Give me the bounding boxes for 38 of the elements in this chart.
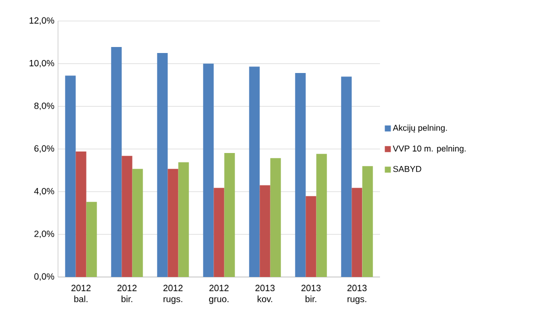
bar [249,66,260,277]
bar [65,76,76,277]
bar [316,154,327,277]
bar [132,168,143,277]
bar [362,166,373,277]
bar [86,202,97,277]
y-tick-label: 12,0% [30,17,54,25]
x-tick-label: 2013 rugs. [347,284,367,304]
bar [295,73,306,277]
bar [157,53,168,277]
bar [76,152,86,277]
bar [122,156,132,277]
y-tick-label: 0,0% [34,273,54,281]
bar [203,64,214,277]
x-tick-label: 2012 bal. [71,284,91,302]
bar [260,185,270,277]
bar [341,76,352,277]
bar [270,158,281,277]
legend-label: SABYD [393,166,422,172]
x-tick-label: 2013 kov. [255,284,275,302]
bar [178,162,189,277]
bar [306,196,316,277]
bar [111,47,122,277]
legend-label: Akcijų pelning. [392,124,447,133]
legend-label: VVP 10 m. pelning. [392,145,466,154]
y-tick-label: 2,0% [34,230,54,238]
x-tick-label: 2012 rugs. [163,284,183,304]
bar [352,188,362,277]
y-tick-label: 4,0% [34,188,54,196]
y-tick-label: 8,0% [34,102,54,110]
x-tick-label: 2013 bir. [301,284,321,302]
bar [224,153,235,277]
x-tick-label: 2012 gruo. [209,284,229,304]
y-tick-label: 10,0% [30,60,54,68]
bar [168,168,178,277]
y-tick-label: 6,0% [34,145,54,153]
x-tick-label: 2012 bir. [117,284,137,302]
bar [214,188,224,277]
